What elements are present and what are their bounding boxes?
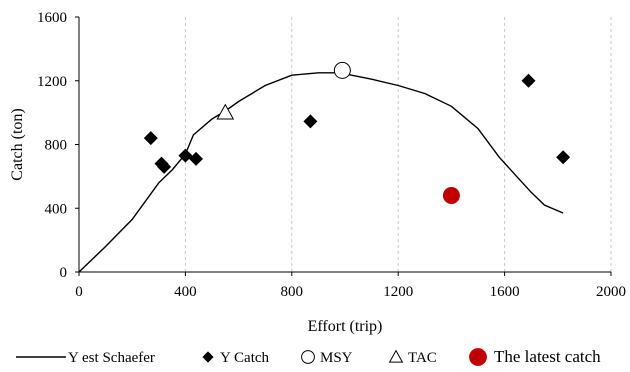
legend-label-y-est-schaefer: Y est Schaefer	[68, 350, 155, 366]
legend-swatch-msy	[301, 350, 315, 364]
x-tick-label: 400	[174, 284, 197, 300]
x-tick-label: 0	[75, 284, 83, 300]
point-tac	[216, 103, 235, 120]
y-tick-label: 1200	[37, 74, 67, 90]
tick-labels: 0 400 800 1200 1600 2000 0 400 800 1200 1600	[37, 10, 626, 300]
legend-label-y-catch: Y Catch	[220, 350, 270, 366]
y-tick-label: 400	[45, 201, 68, 217]
y-tick-label: 1600	[37, 10, 67, 26]
y-tick-label: 0	[60, 265, 68, 281]
legend-swatch-the-latest-catch	[469, 348, 487, 366]
point-the-latest-catch	[442, 187, 460, 204]
point-y-catch	[521, 73, 536, 88]
x-tick-label: 1600	[490, 284, 520, 300]
legend-swatch-tac	[388, 349, 404, 363]
y-tick-label: 800	[45, 138, 68, 154]
legend: Y est Schaefer Y Catch MSY TAC The latest ca…	[16, 347, 601, 366]
legend-label-msy: MSY	[320, 350, 353, 366]
axes	[75, 16, 612, 276]
x-axis-title: Effort (trip)	[308, 318, 383, 335]
point-y-catch	[189, 151, 204, 166]
point-msy	[333, 61, 351, 79]
point-y-catch	[178, 148, 193, 163]
y-axis-title: Catch (ton)	[9, 108, 26, 180]
point-y-catch	[157, 159, 172, 174]
point-y-catch	[556, 150, 571, 165]
x-tick-label: 800	[281, 284, 304, 300]
series-line-y-est-schaefer	[78, 72, 564, 273]
point-y-catch	[143, 131, 158, 146]
legend-label-the-latest-catch: The latest catch	[494, 347, 601, 366]
legend-label-tac: TAC	[408, 350, 437, 366]
x-tick-label: 1200	[383, 284, 413, 300]
legend-swatch-y-catch	[202, 351, 214, 363]
point-y-catch	[303, 114, 318, 129]
series-layer	[78, 61, 571, 273]
x-tick-label: 2000	[596, 284, 626, 300]
grid-lines	[184, 17, 612, 272]
